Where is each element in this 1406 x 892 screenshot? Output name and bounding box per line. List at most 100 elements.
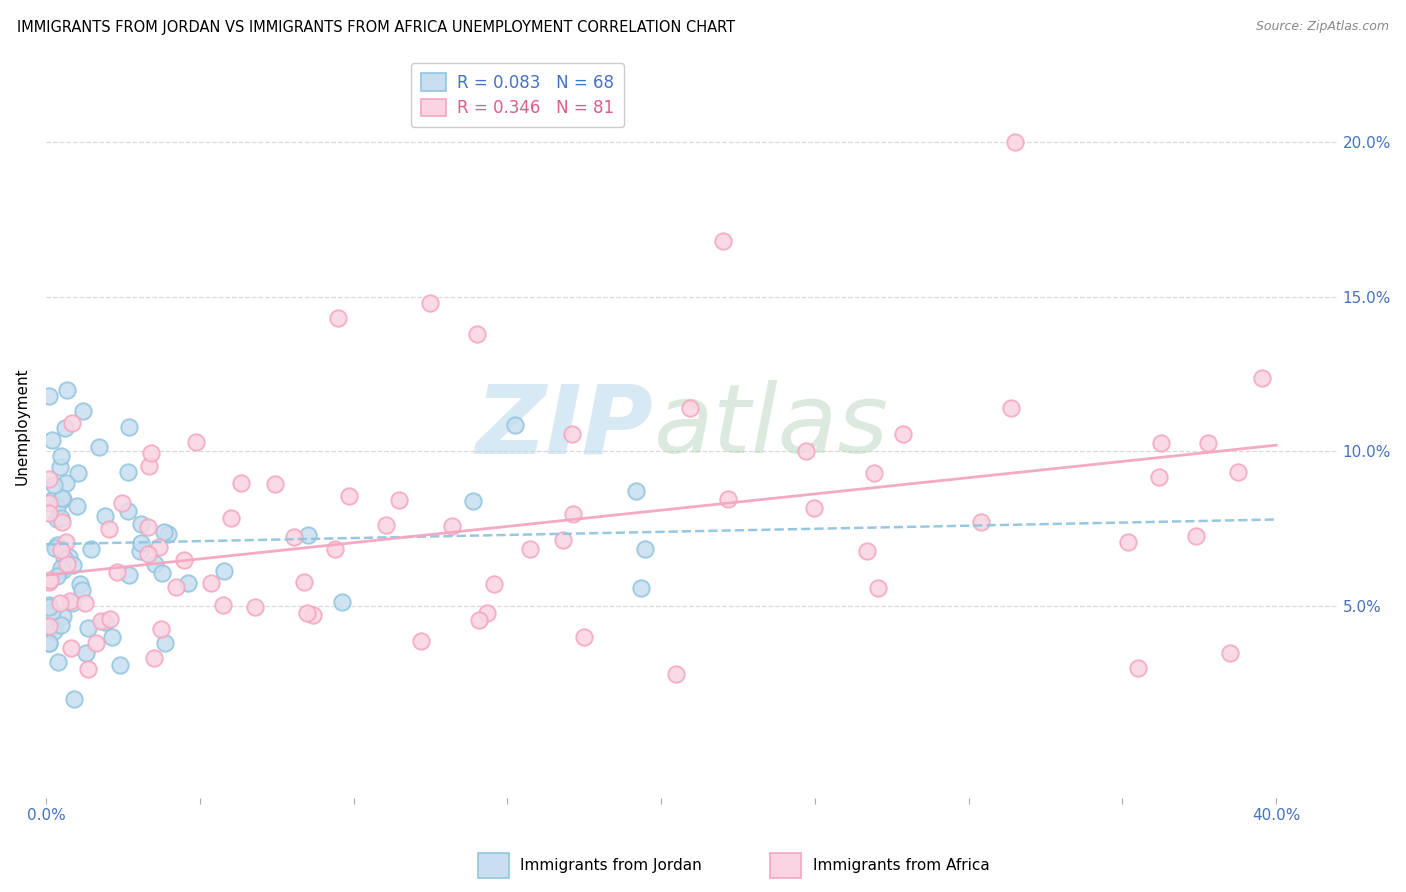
Point [1227,465,1250,479]
Point [94,615,117,629]
Point [38,600,60,615]
Point [551,533,574,547]
Point [139,446,162,460]
Point [108,658,131,673]
Point [46,538,69,552]
Point [679,401,702,415]
Point [465,326,488,341]
Point [46,512,69,526]
Point [468,614,491,628]
Point [75,646,97,660]
Point [53,550,76,565]
Point [44,624,66,638]
Point [419,295,441,310]
Point [38,598,60,612]
Point [38,575,60,590]
Point [38,636,60,650]
Legend: R = 0.083   N = 68, R = 0.346   N = 81: R = 0.083 N = 68, R = 0.346 N = 81 [411,63,624,128]
Point [1185,529,1208,543]
Point [52,491,75,506]
Text: Immigrants from Africa: Immigrants from Africa [813,858,990,872]
Point [51,491,73,505]
Point [129,516,152,531]
Point [49,560,72,574]
Point [60,596,83,610]
Point [111,496,134,510]
Point [136,547,159,561]
Point [118,420,141,434]
Point [165,580,187,594]
Point [90,614,112,628]
Point [66,466,89,480]
Point [77,661,100,675]
Point [624,483,647,498]
Point [297,606,319,620]
Point [42,478,65,492]
Point [1150,436,1173,450]
Point [214,564,236,578]
Point [409,633,432,648]
Point [136,519,159,533]
Point [794,444,817,458]
Point [66,499,89,513]
Point [561,427,583,442]
Point [51,515,73,529]
Point [868,582,890,596]
Point [62,558,84,572]
Point [1000,401,1022,416]
Point [388,492,411,507]
Point [38,618,60,632]
Point [177,576,200,591]
Point [38,472,60,486]
Point [101,630,124,644]
Point [561,507,583,521]
Point [46,655,69,669]
Point [56,384,79,398]
Text: Source: ZipAtlas.com: Source: ZipAtlas.com [1256,20,1389,33]
Point [117,504,139,518]
Point [297,528,319,542]
Point [231,475,253,490]
Point [630,582,652,596]
Point [1004,135,1026,149]
Point [803,501,825,516]
Point [1126,661,1149,675]
Point [716,492,738,507]
Point [212,599,235,613]
Point [105,565,128,579]
Point [184,434,207,449]
Point [46,500,69,514]
Point [69,577,91,591]
Point [59,594,82,608]
Point [80,542,103,557]
Point [1251,371,1274,385]
Point [118,568,141,582]
Point [302,607,325,622]
Point [129,535,152,549]
Point [477,607,499,621]
Point [711,234,734,248]
Point [38,573,60,587]
Point [38,506,60,520]
Point [41,492,63,507]
Point [52,608,75,623]
Point [1219,646,1241,660]
Point [863,466,886,480]
Point [173,553,195,567]
Point [48,596,70,610]
Point [42,618,65,632]
Point [75,596,97,610]
Point [51,542,73,557]
Point [72,404,94,418]
Point [665,667,688,681]
Point [41,605,63,619]
Point [330,595,353,609]
Point [58,550,80,565]
Point [856,544,879,558]
Point [970,515,993,529]
Point [55,535,77,549]
Point [1197,436,1219,450]
Point [38,496,60,510]
Point [292,574,315,589]
Point [49,510,72,524]
